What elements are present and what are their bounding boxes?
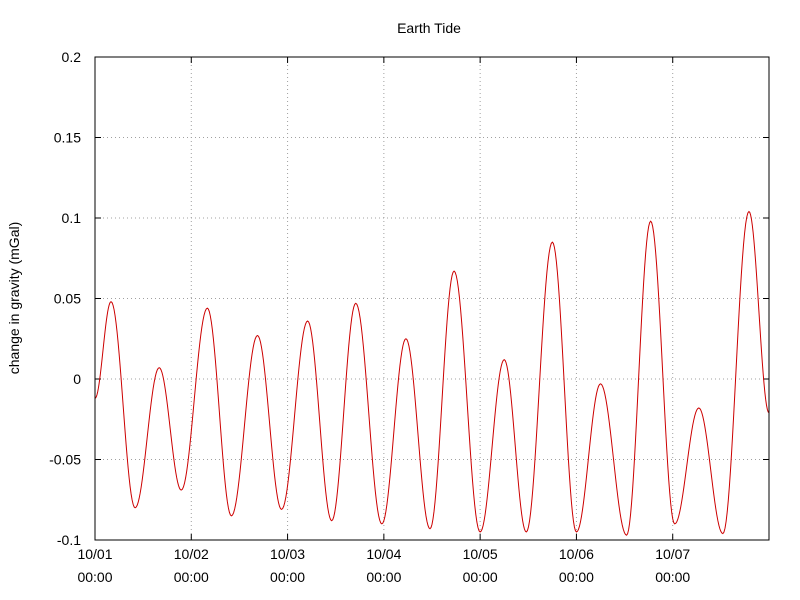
x-tick-date: 10/06 [559,546,594,562]
y-tick-label: -0.1 [57,532,81,548]
chart-title: Earth Tide [397,20,461,36]
x-tick-labels: 10/01 00:00 10/02 00:00 10/03 00:00 10/04 00:00… [77,546,690,585]
y-tick-label: -0.05 [49,452,81,468]
x-tick-date: 10/07 [655,546,690,562]
x-tick-time: 00:00 [559,569,594,585]
x-tick-time: 00:00 [270,569,305,585]
x-tick-date: 10/01 [77,546,112,562]
x-tick-date: 10/05 [463,546,498,562]
series-group [94,210,770,536]
x-tick-date: 10/04 [366,546,401,562]
y-axis-label: change in gravity (mGal) [6,222,22,375]
x-tick-time: 00:00 [655,569,690,585]
plot-frame [94,56,770,541]
grid-lines [94,56,769,541]
y-tick-label: 0.1 [62,210,82,226]
y-tick-labels: -0.1 -0.05 0 0.05 0.1 0.15 0.2 [49,49,81,548]
x-tick-time: 00:00 [463,569,498,585]
y-tick-label: 0.15 [54,130,81,146]
x-tick-date: 10/02 [174,546,209,562]
x-tick-time: 00:00 [174,569,209,585]
x-tick-time: 00:00 [366,569,401,585]
x-tick-date: 10/03 [270,546,305,562]
y-tick-label: 0.05 [54,291,81,307]
y-tick-label: 0.2 [62,49,82,65]
series-line-0 [94,210,770,536]
x-tick-time: 00:00 [77,569,112,585]
y-tick-label: 0 [73,371,81,387]
